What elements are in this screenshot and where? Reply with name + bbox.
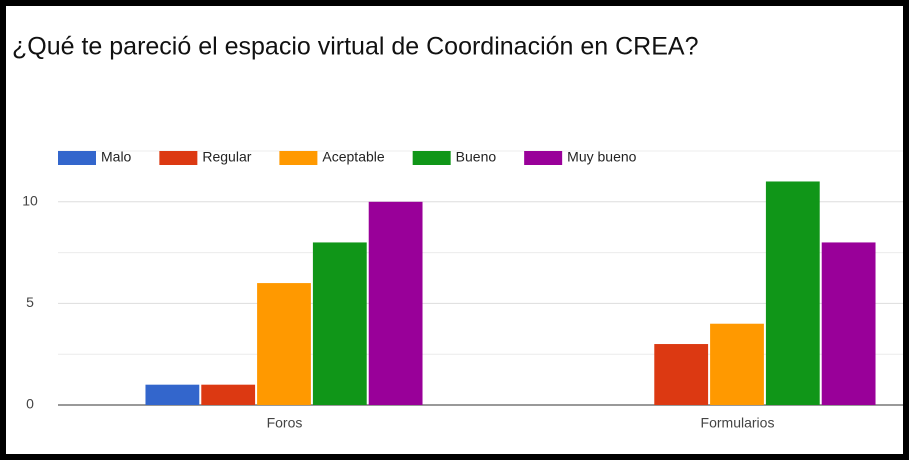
bar bbox=[145, 384, 200, 405]
x-tick-label: Foros bbox=[267, 415, 303, 431]
bar bbox=[201, 384, 256, 405]
bar bbox=[710, 323, 764, 405]
y-tick-label: 0 bbox=[26, 396, 34, 412]
legend-swatch bbox=[412, 151, 451, 165]
legend-label: Regular bbox=[202, 149, 251, 165]
bar bbox=[821, 242, 876, 405]
legend-label: Muy bueno bbox=[567, 149, 636, 165]
y-tick-label: 10 bbox=[22, 193, 38, 209]
legend-label: Bueno bbox=[456, 149, 497, 165]
legend-label: Malo bbox=[101, 149, 132, 165]
legend-swatch bbox=[279, 151, 318, 165]
legend-swatch bbox=[58, 151, 96, 165]
legend-label: Aceptable bbox=[322, 149, 384, 165]
bar bbox=[312, 242, 367, 405]
x-tick-label: Formularios bbox=[701, 415, 775, 431]
bar bbox=[654, 344, 709, 405]
bar bbox=[257, 283, 311, 405]
legend-swatch bbox=[159, 151, 198, 165]
bar bbox=[765, 181, 820, 405]
chart-title: ¿Qué te pareció el espacio virtual de Co… bbox=[12, 33, 699, 61]
legend-swatch bbox=[524, 151, 563, 165]
bar bbox=[368, 201, 423, 405]
y-tick-label: 5 bbox=[26, 294, 34, 310]
